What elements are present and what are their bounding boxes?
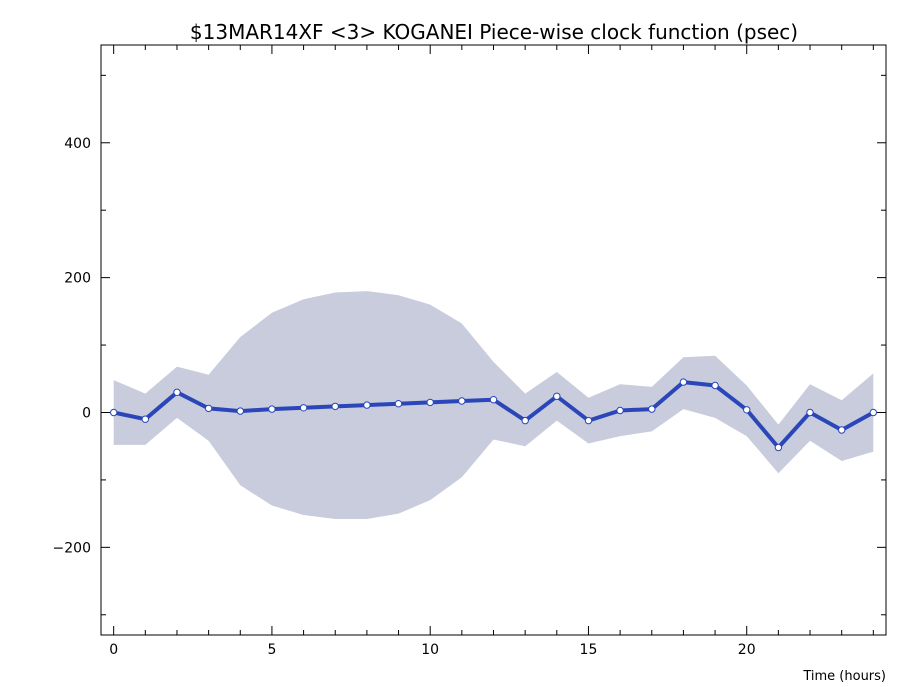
- x-tick-label: 5: [267, 642, 276, 658]
- data-point: [553, 392, 561, 400]
- data-point: [838, 426, 846, 434]
- data-point: [711, 381, 719, 390]
- data-point: [616, 406, 624, 415]
- y-tick-label: 400: [64, 136, 91, 152]
- x-tick-label: 15: [580, 642, 598, 658]
- data-point: [679, 378, 688, 386]
- data-point: [648, 405, 656, 413]
- data-point: [141, 415, 150, 423]
- data-point: [869, 408, 877, 417]
- data-point: [173, 388, 181, 396]
- data-point: [458, 397, 466, 405]
- error-band: [113, 291, 874, 519]
- data-point: [204, 404, 213, 413]
- data-point: [743, 406, 751, 414]
- chart-title: $13MAR14XF <3> KOGANEI Piece-wise clock …: [190, 20, 798, 44]
- plot-area: [110, 291, 877, 519]
- data-point: [363, 401, 371, 409]
- data-point: [521, 416, 529, 425]
- data-point: [806, 408, 814, 417]
- data-point: [489, 396, 498, 404]
- plot-frame: [100, 44, 887, 636]
- x-tick-label: 20: [738, 642, 756, 658]
- x-tick-label: 10: [421, 642, 439, 658]
- x-tick-label: 0: [109, 642, 118, 658]
- y-tick-label: 0: [82, 405, 91, 421]
- y-tick-label: 200: [64, 271, 91, 287]
- data-point: [584, 416, 593, 425]
- axis-ticks: 0 5 10 15 20 −200 0 200 400: [53, 45, 886, 658]
- data-point: [236, 407, 245, 415]
- data-point: [331, 402, 339, 411]
- y-tick-label: −200: [53, 540, 91, 556]
- x-axis-label: Time (hours): [802, 669, 886, 684]
- data-point: [299, 404, 308, 412]
- data-point: [426, 398, 434, 407]
- data-point: [394, 400, 403, 408]
- data-point: [268, 405, 276, 413]
- data-point: [774, 443, 783, 452]
- data-point: [110, 408, 118, 417]
